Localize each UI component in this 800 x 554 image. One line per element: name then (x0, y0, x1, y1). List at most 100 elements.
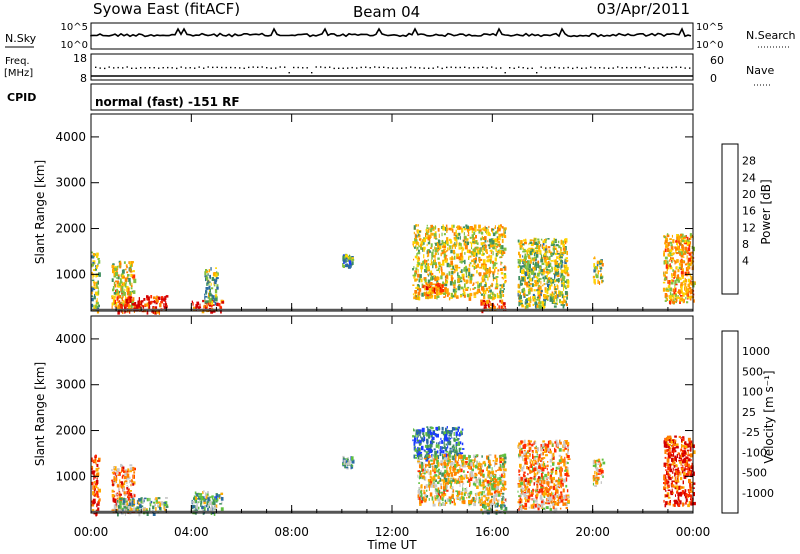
scatter-cell (558, 484, 561, 487)
scatter-cell (449, 281, 453, 286)
scatter-cell (457, 272, 459, 276)
scatter-cell (140, 300, 144, 303)
scatter-cell (469, 228, 472, 231)
scatter-cell (540, 290, 543, 293)
scatter-cell (667, 264, 670, 267)
scatter-cell (429, 471, 431, 476)
scatter-cell (522, 456, 524, 461)
scatter-cell (163, 502, 165, 507)
scatter-cell (554, 279, 557, 283)
scatter-cell (487, 496, 490, 500)
scatter-cell (535, 249, 538, 253)
scatter-cell (528, 249, 531, 254)
scatter-cell (531, 492, 534, 495)
scatter-cell (463, 240, 465, 242)
scatter-cell (443, 493, 445, 498)
scatter-cell (552, 485, 556, 491)
scatter-cell (497, 499, 500, 501)
scatter-cell (211, 300, 214, 306)
scatter-cell (689, 453, 693, 458)
scatter-cell (440, 463, 443, 466)
scatter-cell (164, 506, 167, 509)
scatter-cell (208, 298, 211, 303)
scatter-cell (563, 458, 566, 463)
scatter-cell (525, 299, 528, 301)
scatter-cell (430, 484, 434, 488)
scatter-cell (443, 431, 446, 435)
scatter-cell (544, 443, 547, 448)
scatter-cell (483, 293, 485, 297)
scatter-cell (531, 249, 534, 252)
scatter-cell (214, 297, 218, 301)
scatter-cell (433, 484, 435, 488)
scatter-cell (520, 302, 523, 305)
scatter-cell (435, 491, 438, 494)
scatter-cell (553, 278, 555, 280)
scatter-cell (480, 247, 482, 252)
scatter-cell (428, 444, 430, 448)
scatter-cell (114, 472, 117, 476)
scatter-cell (687, 247, 691, 252)
scatter-cell (495, 474, 497, 478)
scatter-cell (527, 489, 530, 493)
scatter-cell (488, 290, 489, 293)
scatter-cell (117, 493, 120, 496)
scatter-cell (527, 439, 530, 443)
scatter-cell (138, 503, 140, 506)
scatter-cell (438, 490, 441, 495)
scatter-cell (115, 272, 119, 276)
scatter-cell (482, 237, 485, 239)
scatter-cell (154, 503, 156, 507)
scatter-cell (448, 431, 451, 433)
scatter-cell (93, 489, 96, 494)
scatter-cell (664, 295, 667, 298)
scatter-cell (132, 481, 136, 484)
scatter-cell (523, 471, 526, 474)
scatter-cell (446, 429, 449, 434)
scatter-cell (146, 295, 149, 298)
scatter-cell (437, 468, 440, 473)
scatter-cell (463, 232, 465, 236)
scatter-cell (565, 264, 568, 268)
scatter-cell (527, 499, 530, 503)
scatter-cell (495, 509, 498, 512)
scatter-cell (127, 488, 130, 492)
scatter-cell (91, 303, 93, 308)
scatter-cell (501, 500, 504, 504)
scatter-cell (524, 253, 527, 256)
scatter-cell (503, 456, 507, 460)
scatter-cell (475, 495, 478, 498)
scatter-cell (561, 261, 564, 264)
scatter-cell (478, 229, 481, 234)
scatter-cell (131, 466, 135, 471)
scatter-cell (416, 263, 420, 268)
scatter-cell (123, 508, 126, 512)
nave-dot (369, 67, 371, 69)
scatter-cell (452, 281, 456, 285)
scatter-cell (113, 466, 115, 469)
scatter-cell (416, 437, 418, 440)
scatter-cell (482, 299, 486, 303)
scatter-cell (419, 456, 422, 460)
scatter-cell (448, 453, 451, 458)
nave-dot (626, 66, 628, 69)
scatter-cell (124, 295, 127, 297)
scatter-cell (416, 253, 418, 258)
scatter-cell (427, 236, 431, 241)
scatter-cell (423, 457, 427, 460)
scatter-cell (554, 484, 557, 487)
scatter-cell (452, 284, 456, 287)
scatter-cell (473, 240, 476, 244)
scatter-cell (208, 500, 212, 505)
scatter-cell (675, 283, 678, 286)
scatter-cell (206, 501, 209, 506)
scatter-cell (471, 229, 473, 234)
scatter-cell (524, 301, 528, 305)
scatter-cell (548, 481, 551, 484)
scatter-cell (425, 266, 428, 271)
scatter-cell (681, 244, 684, 246)
scatter-cell (120, 505, 122, 508)
scatter-cell (139, 504, 142, 509)
scatter-cell (455, 229, 457, 234)
scatter-cell (550, 260, 554, 262)
